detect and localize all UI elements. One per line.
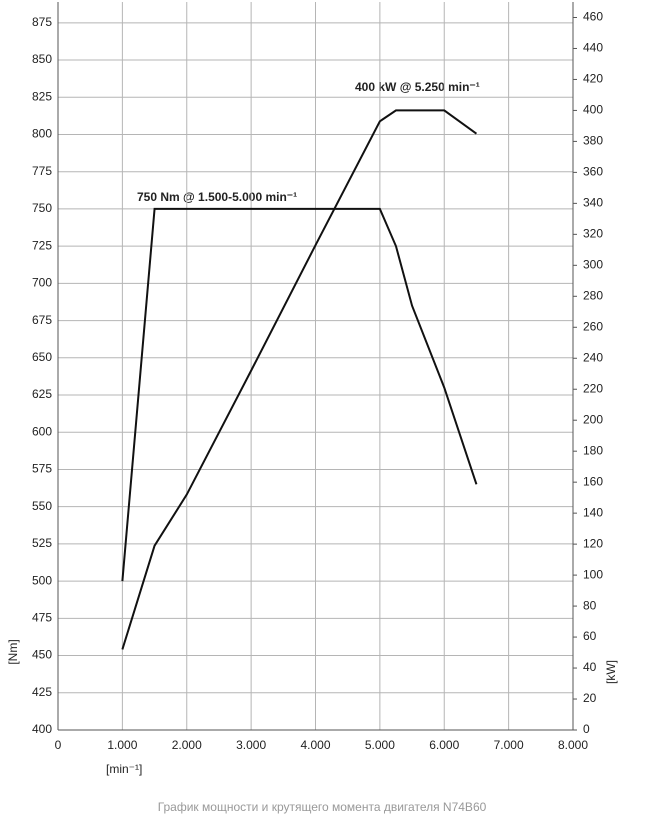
y2-tick-label: 420: [583, 72, 603, 86]
y-tick-label: 850: [32, 52, 52, 66]
y-tick-label: 800: [32, 127, 52, 141]
x-tick-label: 5.000: [365, 738, 395, 752]
y2-tick-label: 80: [583, 598, 597, 612]
x-axis-title: [min⁻¹]: [106, 762, 142, 776]
y-tick-label: 875: [32, 15, 52, 29]
y2-tick-label: 340: [583, 196, 603, 210]
y-tick-label: 775: [32, 164, 52, 178]
x-tick-label: 7.000: [494, 738, 524, 752]
y-tick-label: 825: [32, 89, 52, 103]
annotation: 750 Nm @ 1.500-5.000 min⁻¹: [137, 190, 297, 204]
y2-tick-label: 180: [583, 443, 603, 457]
y2-axis-title: [kW]: [604, 660, 618, 684]
y2-tick-label: 20: [583, 691, 597, 705]
x-tick-label: 6.000: [429, 738, 459, 752]
y2-tick-label: 440: [583, 41, 603, 55]
y-tick-label: 700: [32, 276, 52, 290]
x-tick-label: 4.000: [300, 738, 330, 752]
x-tick-label: 2.000: [172, 738, 202, 752]
y2-tick-label: 220: [583, 381, 603, 395]
y2-tick-label: 380: [583, 134, 603, 148]
x-tick-label: 8.000: [558, 738, 588, 752]
y-tick-label: 475: [32, 611, 52, 625]
y2-tick-label: 460: [583, 10, 603, 24]
annotation: 400 kW @ 5.250 min⁻¹: [355, 80, 480, 94]
x-tick-label: 0: [55, 738, 62, 752]
y2-tick-label: 0: [583, 722, 590, 736]
y-axis-title: [Nm]: [6, 639, 20, 664]
y-tick-label: 600: [32, 424, 52, 438]
line: [121, 207, 478, 582]
y-tick-label: 625: [32, 387, 52, 401]
y-tick-label: 750: [32, 201, 52, 215]
y2-tick-label: 320: [583, 227, 603, 241]
y-tick-label: 425: [32, 685, 52, 699]
x-tick-label: 1.000: [107, 738, 137, 752]
y2-tick-label: 100: [583, 567, 603, 581]
y-tick-label: 550: [32, 499, 52, 513]
y2-tick-label: 40: [583, 660, 597, 674]
y2-tick-label: 280: [583, 288, 603, 302]
y2-tick-label: 360: [583, 165, 603, 179]
caption: График мощности и крутящего момента двиг…: [158, 800, 487, 814]
y-tick-label: 450: [32, 648, 52, 662]
y-tick-label: 400: [32, 722, 52, 736]
y2-tick-label: 120: [583, 536, 603, 550]
y2-tick-label: 240: [583, 350, 603, 364]
y-tick-label: 725: [32, 238, 52, 252]
y-tick-label: 575: [32, 462, 52, 476]
y2-tick-label: 300: [583, 257, 603, 271]
y2-tick-label: 60: [583, 629, 597, 643]
y-tick-label: 675: [32, 313, 52, 327]
y2-tick-label: 160: [583, 474, 603, 488]
y-tick-label: 500: [32, 573, 52, 587]
y2-tick-label: 200: [583, 412, 603, 426]
x-tick-label: 3.000: [236, 738, 266, 752]
y2-tick-label: 140: [583, 505, 603, 519]
y-tick-label: 525: [32, 536, 52, 550]
y-tick-label: 650: [32, 350, 52, 364]
line: [121, 109, 478, 650]
y2-tick-label: 400: [583, 103, 603, 117]
y2-tick-label: 260: [583, 319, 603, 333]
